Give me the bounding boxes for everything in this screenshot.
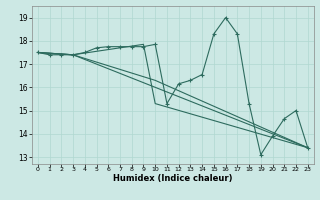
X-axis label: Humidex (Indice chaleur): Humidex (Indice chaleur) bbox=[113, 174, 233, 183]
